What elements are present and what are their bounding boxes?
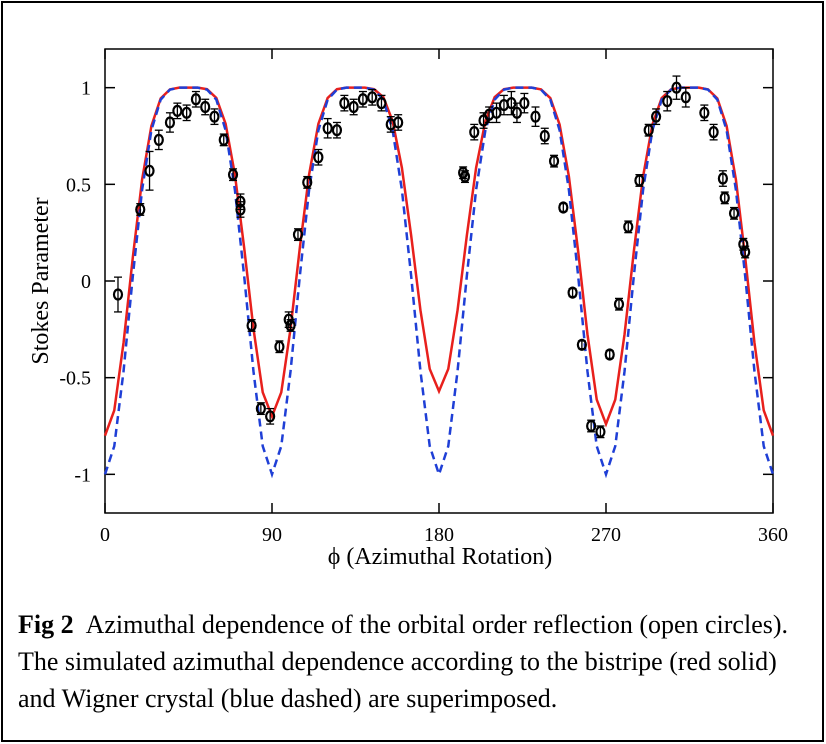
y-tick-label: -0.5 xyxy=(59,368,91,390)
data-point xyxy=(634,174,645,187)
data-point xyxy=(164,116,176,129)
data-point xyxy=(558,201,569,214)
data-point xyxy=(135,203,146,216)
data-point xyxy=(274,340,285,353)
data-point xyxy=(200,100,211,114)
data-point xyxy=(530,110,541,123)
x-tick-label: 270 xyxy=(591,524,621,546)
data-point xyxy=(738,238,749,251)
data-point xyxy=(567,286,578,299)
data-point xyxy=(285,319,296,332)
data-point xyxy=(331,124,343,137)
data-point xyxy=(576,338,587,351)
data-point xyxy=(539,129,550,143)
data-point xyxy=(680,91,691,104)
y-tick-label: -1 xyxy=(74,464,91,486)
data-point xyxy=(586,419,597,433)
x-tick-label: 0 xyxy=(100,524,110,546)
data-point xyxy=(376,97,387,110)
data-point xyxy=(740,245,751,259)
data-point xyxy=(172,104,183,117)
data-point xyxy=(255,402,266,415)
data-point xyxy=(112,288,124,301)
data-point xyxy=(613,298,625,311)
data-point xyxy=(699,106,710,119)
plot-frame xyxy=(104,48,774,514)
data-point xyxy=(719,191,730,204)
data-point xyxy=(717,172,729,185)
data-point xyxy=(708,126,719,139)
data-point xyxy=(181,106,192,119)
curve xyxy=(103,86,775,437)
data-point xyxy=(292,228,304,241)
data-point xyxy=(348,100,359,114)
x-axis-label: ϕ (Azimuthal Rotation) xyxy=(328,544,553,570)
data-point xyxy=(367,91,378,104)
data-point xyxy=(393,116,404,129)
data-point xyxy=(153,133,164,146)
data-point xyxy=(218,133,229,146)
y-axis-label: Stokes Parameter xyxy=(28,197,54,364)
data-point xyxy=(519,97,530,110)
data-point xyxy=(604,348,615,361)
curve xyxy=(103,86,775,479)
x-tick-label: 90 xyxy=(262,524,282,546)
data-point xyxy=(491,106,502,119)
x-tick-label: 360 xyxy=(758,524,788,546)
data-point xyxy=(662,95,673,108)
data-point xyxy=(227,168,239,181)
data-point xyxy=(650,110,662,123)
caption-text: Azimuthal dependence of the orbital orde… xyxy=(18,610,789,713)
data-point xyxy=(144,164,155,177)
data-point xyxy=(339,97,350,110)
x-tick-label: 180 xyxy=(424,524,454,546)
data-point xyxy=(322,122,333,135)
data-point xyxy=(265,410,276,423)
data-point xyxy=(459,170,471,183)
y-tick-label: 0.5 xyxy=(66,174,91,196)
y-tick-label: 1 xyxy=(81,78,91,100)
data-point xyxy=(313,151,324,164)
caption-label: Fig 2 xyxy=(18,610,74,639)
data-point xyxy=(623,220,634,233)
data-point xyxy=(235,203,246,216)
data-point xyxy=(190,93,202,106)
data-point xyxy=(357,93,369,106)
y-tick-label: 0 xyxy=(81,271,91,293)
data-point xyxy=(302,176,313,189)
data-point xyxy=(643,124,654,137)
data-point xyxy=(671,81,682,94)
data-point xyxy=(209,110,220,123)
data-point xyxy=(728,207,740,220)
caption: Fig 2 Azimuthal dependence of the orbital… xyxy=(18,606,814,717)
data-point xyxy=(469,126,480,139)
data-point xyxy=(246,319,257,332)
data-point xyxy=(595,425,606,438)
data-point xyxy=(548,155,560,168)
